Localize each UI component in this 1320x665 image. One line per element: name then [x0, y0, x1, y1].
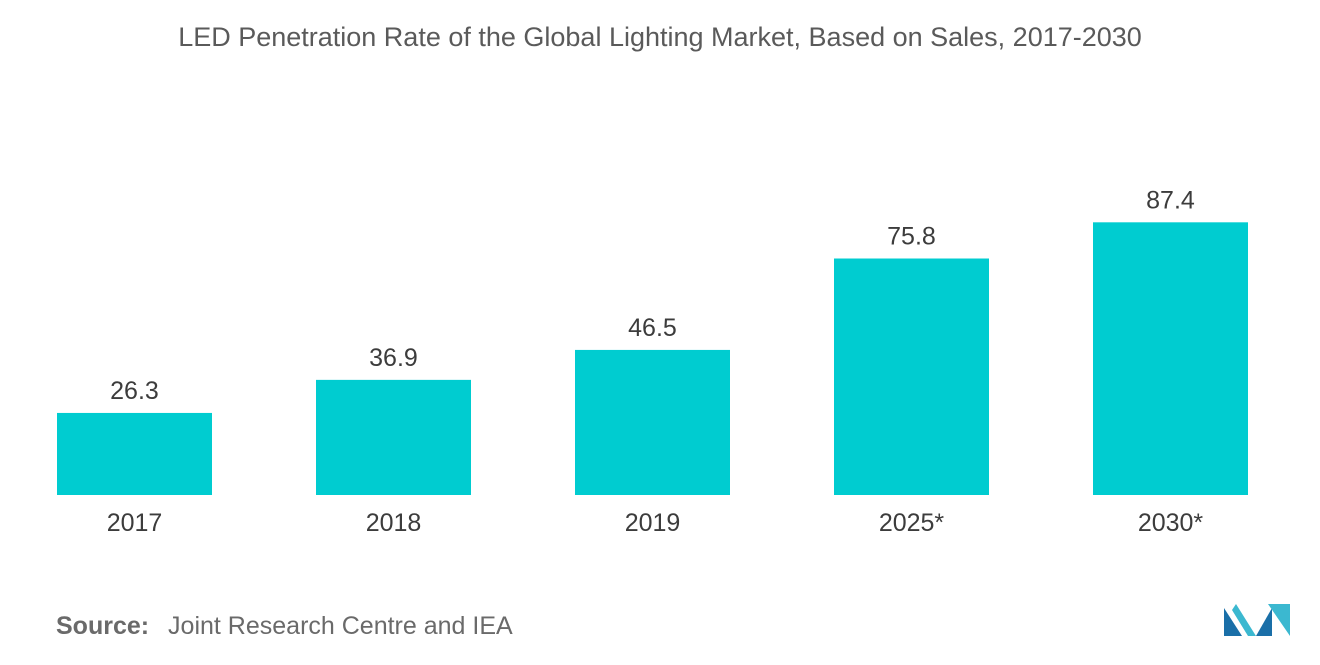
company-logo-icon	[1224, 604, 1290, 636]
bar-value-label: 36.9	[369, 344, 418, 372]
x-tick-label: 2030*	[1138, 509, 1204, 537]
bar-2017	[57, 412, 212, 495]
logo-shape-mid-left	[1232, 604, 1256, 636]
bar-value-label: 87.4	[1146, 186, 1195, 214]
x-tick-label: 2019	[625, 509, 681, 537]
logo-shape-left	[1224, 608, 1242, 636]
source-text: Joint Research Centre and IEA	[168, 612, 513, 640]
bar-2018	[316, 379, 471, 495]
source-note: Source: Joint Research Centre and IEA	[56, 612, 513, 641]
bar-2025-forecast	[834, 258, 989, 495]
bar-value-label: 26.3	[110, 377, 159, 405]
bar-2019	[575, 349, 730, 495]
value-labels-group: 26.3 36.9 46.5 75.8 87.4	[110, 186, 1195, 405]
chart-title: LED Penetration Rate of the Global Light…	[178, 22, 1142, 52]
x-tick-label: 2025*	[879, 509, 945, 537]
bar-2030-forecast	[1093, 222, 1248, 495]
x-tick-label: 2017	[107, 509, 163, 537]
bar-value-label: 75.8	[887, 223, 936, 251]
logo-shape-mid-right	[1256, 608, 1272, 636]
x-axis-tick-labels: 2017 2018 2019 2025* 2030*	[107, 509, 1204, 537]
bar-chart: 26.336.946.575.887.4 2017 2018 2019 2025* 20…	[57, 186, 1248, 537]
logo-shape-right	[1268, 604, 1290, 636]
x-tick-label: 2018	[366, 509, 422, 537]
bars-group	[57, 222, 1248, 495]
source-label: Source:	[56, 612, 150, 640]
bar-value-label: 46.5	[628, 314, 677, 342]
